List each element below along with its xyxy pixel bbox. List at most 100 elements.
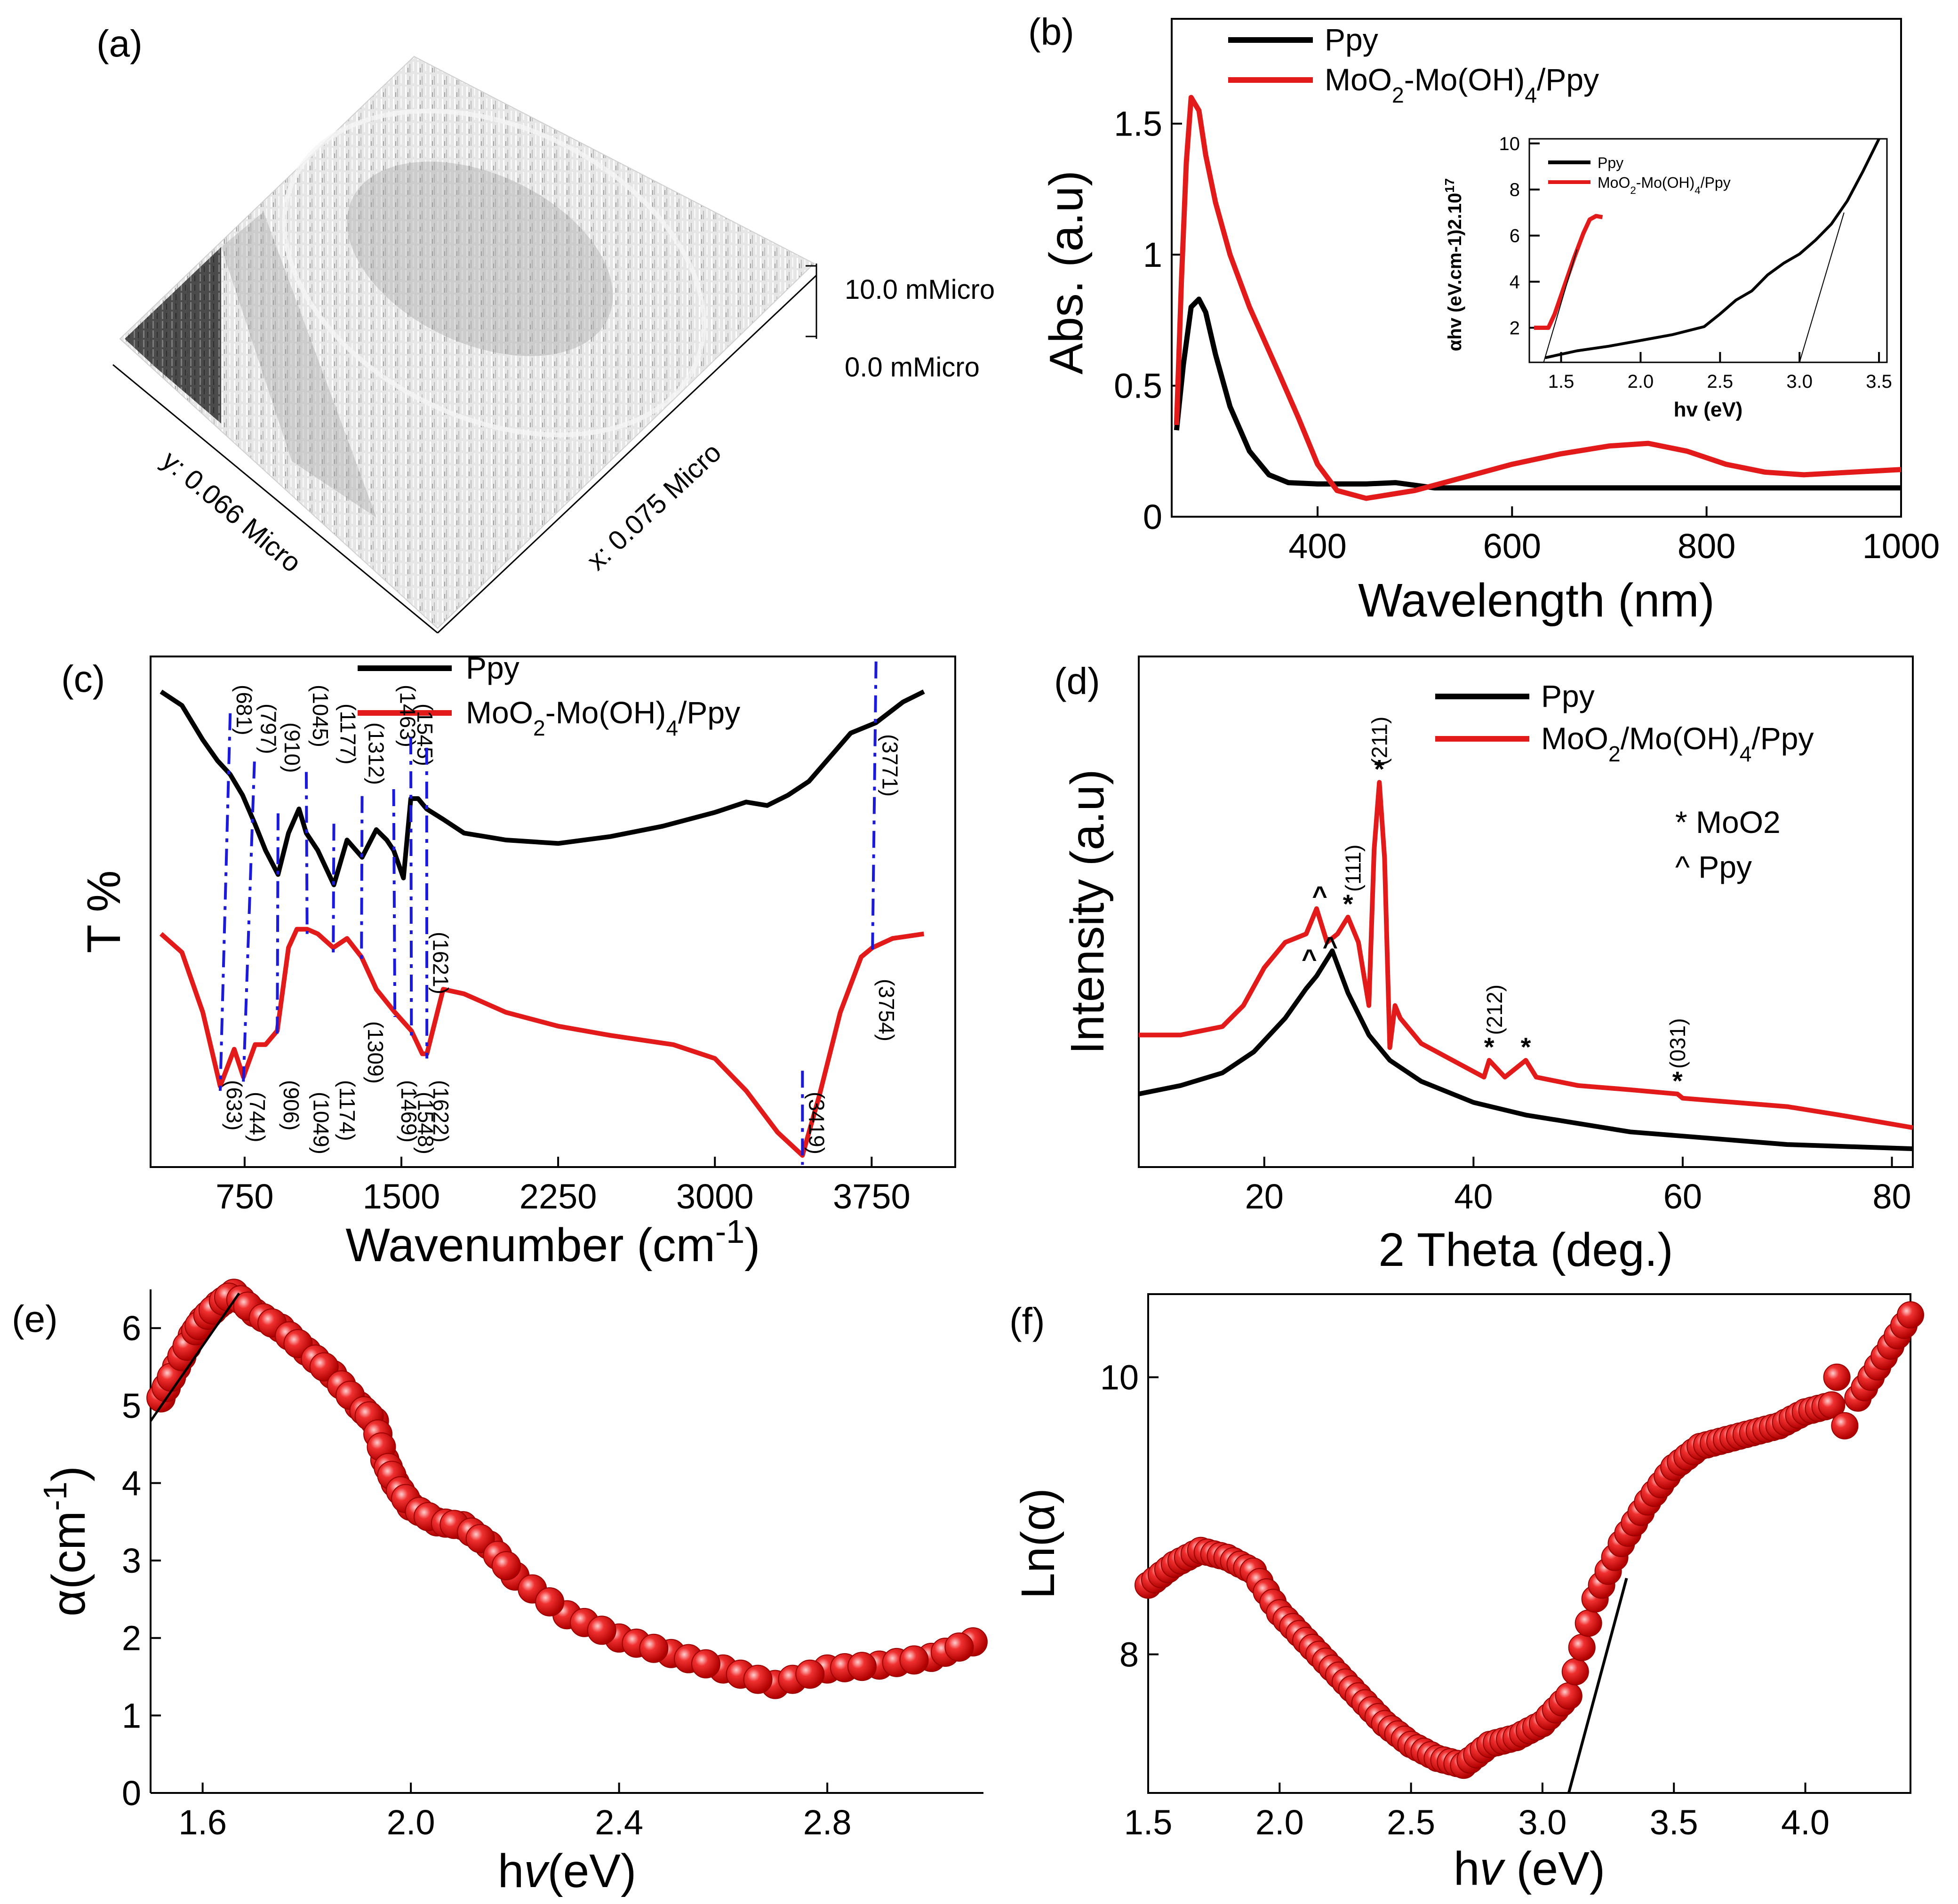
chart-c-composite-peak-label: (3754) — [874, 979, 899, 1041]
chart-c-composite-peak-label: (1174) — [335, 1080, 360, 1141]
chart-b-legend-label: Ppy — [1325, 22, 1378, 57]
chart-e-y-axis-title: α(cm-1) — [37, 1466, 95, 1616]
chart-c-ppy-peak-label: (1621) — [429, 932, 453, 994]
chart-c-peak-connector — [242, 761, 256, 1082]
chart-d-legend-label: Ppy — [1541, 679, 1595, 713]
chart-b-inset-x-axis-title: hv (eV) — [1674, 398, 1743, 421]
chart-e-y-tick-label: 0 — [122, 1774, 141, 1813]
chart-c-x-axis-title: Wavenumber (cm-1) — [346, 1213, 760, 1272]
chart-e-y-tick-label: 2 — [122, 1619, 141, 1658]
panel-f: (f) 1.5 2.0 2.5 3.0 3.5 4.0 8 10 hv (eV) Ln(α) — [1009, 1293, 1924, 1895]
chart-b-inset-fit-line — [1543, 249, 1578, 363]
chart-b-series-ppy-line — [1174, 296, 1901, 491]
chart-c-x-tick-label: 3750 — [833, 1177, 911, 1216]
chart-c-x-tick-label: 2250 — [519, 1177, 597, 1216]
chart-b-x-tick-label: 800 — [1678, 527, 1735, 566]
chart-f-data-point — [1555, 1682, 1582, 1710]
chart-b-inset-x-tick-label: 3.0 — [1786, 371, 1813, 392]
panel-label-d: (d) — [1054, 660, 1100, 702]
chart-d-peak-marker: ^ — [1322, 931, 1338, 960]
chart-b-y-axis-title: Abs. (a.u) — [1040, 170, 1093, 375]
chart-c-ppy-peak-label: (910) — [280, 722, 304, 773]
chart-b-y-tick-label: 0 — [1143, 497, 1162, 536]
chart-c-x-tick-label: 750 — [216, 1177, 273, 1216]
afm-shadow-left — [221, 212, 376, 518]
chart-f-y-axis-title: Ln(α) — [1012, 1488, 1064, 1599]
chart-d-peak-index-label: (031) — [1665, 1018, 1690, 1069]
chart-d-peak-marker: ^ — [1302, 944, 1317, 973]
chart-d-key-label: * MoO2 — [1675, 805, 1781, 840]
panel-e: (e) 1.6 2.0 2.4 2.8 0 1 2 3 4 5 6 hv(eV) α(cm-1) — [12, 1279, 988, 1897]
chart-e-y-tick-label: 5 — [122, 1386, 141, 1425]
chart-c-legend-label: MoO2-Mo(OH)4/Ppy — [466, 695, 740, 740]
chart-c-ppy-peak-label: (1312) — [364, 722, 388, 785]
chart-f-data-point — [1897, 1301, 1924, 1329]
chart-e-y-tick-label: 3 — [122, 1541, 141, 1580]
chart-f-x-tick-label: 4.0 — [1781, 1803, 1830, 1842]
chart-c-composite-peak-label: (1309) — [363, 1021, 388, 1084]
afm-x-axis-line — [437, 274, 817, 634]
chart-f-data-point — [1831, 1412, 1859, 1440]
chart-c-peak-connector — [276, 813, 280, 1036]
chart-b-plot-frame — [1171, 18, 1902, 518]
chart-c-composite-peak-label: (906) — [279, 1080, 304, 1130]
chart-c-composite-peak-label: (744) — [245, 1092, 270, 1142]
chart-f-plot-frame — [1147, 1293, 1911, 1794]
chart-d-key-label: ^ Ppy — [1675, 849, 1752, 884]
chart-c-y-axis-title: T % — [78, 871, 130, 953]
chart-b-legend-label: MoO2-Mo(OH)4/Ppy — [1325, 62, 1599, 107]
chart-c-ppy-peak-label: (797) — [256, 704, 281, 754]
chart-b-inset-x-tick-label: 2.0 — [1628, 371, 1654, 392]
chart-b-inset-legend-label: MoO2-Mo(OH)4/Ppy — [1598, 174, 1731, 196]
chart-f-x-axis-title: hv (eV) — [1454, 1842, 1605, 1895]
chart-d-x-tick-label: 20 — [1245, 1177, 1284, 1216]
chart-f-x-tick-label: 1.5 — [1124, 1803, 1173, 1842]
chart-c-composite-peak-label: (1049) — [309, 1092, 334, 1154]
panel-label-c: (c) — [61, 658, 105, 700]
chart-b-inset-y-tick-label: 4 — [1510, 272, 1520, 293]
chart-d-peak-marker: * — [1672, 1066, 1683, 1096]
chart-e-data-point — [743, 1664, 773, 1694]
chart-d-x-tick-label: 60 — [1663, 1177, 1702, 1216]
chart-e-data-point — [587, 1616, 616, 1645]
chart-b-y-tick-label: 1 — [1143, 235, 1162, 274]
afm-y-axis-line — [112, 364, 438, 634]
chart-e-x-tick-label: 2.0 — [387, 1803, 435, 1842]
chart-e-data-point — [691, 1649, 720, 1679]
chart-b-series-composite-line — [1174, 95, 1902, 501]
chart-f-x-tick-label: 3.5 — [1650, 1803, 1698, 1842]
chart-e-data-point — [535, 1587, 565, 1616]
panel-label-b: (b) — [1028, 11, 1074, 53]
chart-e-data-point — [944, 1632, 974, 1662]
chart-c-ppy-peak-label: (3771) — [878, 734, 903, 797]
chart-e-data-point — [491, 1551, 521, 1581]
afm-ring — [282, 108, 706, 438]
chart-b-inset-y-tick-label: 6 — [1510, 226, 1520, 247]
chart-b-inset-x-tick-label: 2.5 — [1707, 371, 1734, 392]
chart-c-composite-peak-label: (1469) — [397, 1080, 421, 1143]
chart-d-peak-index-label: (211) — [1367, 717, 1391, 766]
chart-d-legend-label: MoO2/Mo(OH)4/Ppy — [1541, 721, 1814, 766]
chart-b-x-tick-label: 600 — [1483, 527, 1541, 566]
chart-c-composite-peak-label: (3419) — [804, 1092, 829, 1154]
chart-b-inset-frame — [1528, 138, 1888, 363]
chart-d-peak-index-label: (111) — [1341, 845, 1366, 892]
chart-b-y-tick-label: 0.5 — [1114, 366, 1162, 405]
chart-b-inset-y-tick-label: 8 — [1510, 180, 1520, 200]
chart-c-plot-frame — [150, 656, 956, 1168]
chart-c-ppy-peak-label: (1177) — [336, 704, 360, 765]
chart-f-x-tick-label: 2.0 — [1255, 1803, 1304, 1842]
afm-z-bottom-label: 0.0 mMicro — [845, 352, 980, 383]
chart-d-x-axis-title: 2 Theta (deg.) — [1378, 1224, 1673, 1276]
chart-d-peak-marker: * — [1343, 889, 1353, 919]
chart-b-inset-fit-line — [1799, 212, 1845, 363]
chart-b-inset-x-tick-label: 1.5 — [1548, 371, 1574, 392]
chart-b-inset-x-tick-label: 3.5 — [1866, 371, 1892, 392]
panel-b: (b) 400 600 800 1000 0 0.5 1 1.5 Wavelength (nm) A… — [1028, 11, 1940, 627]
chart-d-peak-marker: * — [1374, 754, 1384, 784]
chart-c-ppy-peak-label: (1045) — [308, 685, 333, 747]
chart-d-plot-frame — [1138, 656, 1914, 1168]
chart-f-x-tick-label: 3.0 — [1518, 1803, 1566, 1842]
chart-e-x-tick-label: 2.8 — [803, 1803, 852, 1842]
